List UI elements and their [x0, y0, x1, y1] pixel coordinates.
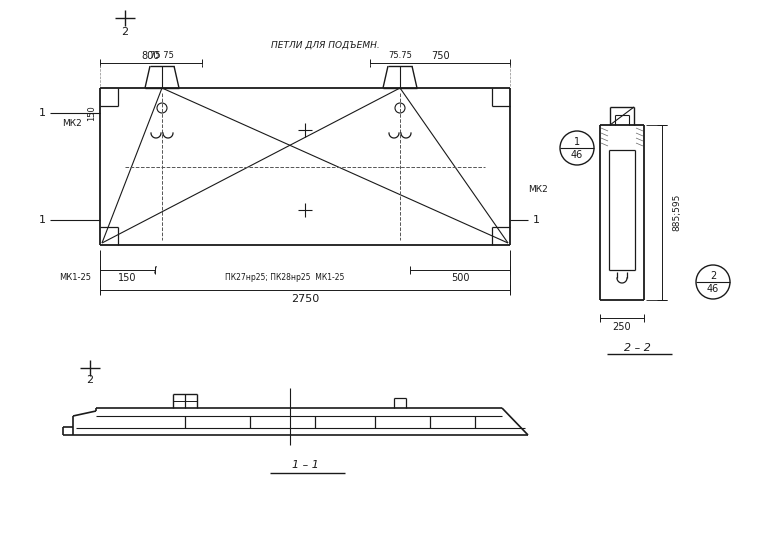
Text: 150: 150 [87, 105, 96, 121]
Text: 750: 750 [430, 51, 449, 61]
Text: 75.75: 75.75 [388, 52, 412, 60]
Text: 1: 1 [574, 137, 580, 147]
Text: 46: 46 [707, 284, 719, 294]
Text: 2750: 2750 [291, 294, 319, 304]
Text: 75 75: 75 75 [150, 52, 174, 60]
Text: МК1-25: МК1-25 [59, 273, 91, 282]
Text: 800: 800 [142, 51, 160, 61]
Text: 1: 1 [39, 215, 46, 225]
Text: 2: 2 [121, 27, 128, 37]
Text: 500: 500 [451, 273, 469, 283]
Text: 2 – 2: 2 – 2 [624, 343, 650, 353]
Text: 2: 2 [710, 271, 716, 281]
Text: 46: 46 [571, 150, 583, 160]
Text: /: / [153, 266, 156, 274]
Text: МК2: МК2 [62, 119, 82, 128]
Text: МК2: МК2 [528, 185, 548, 195]
Text: 150: 150 [118, 273, 137, 283]
Text: 250: 250 [613, 322, 631, 332]
Text: 2: 2 [87, 375, 93, 385]
Text: ПК27нр25; ПК28нр25  МК1-25: ПК27нр25; ПК28нр25 МК1-25 [225, 273, 345, 282]
Text: 1: 1 [39, 108, 46, 118]
Text: ПЕТЛИ ДЛЯ ПОДЪЕМН.: ПЕТЛИ ДЛЯ ПОДЪЕМН. [271, 40, 380, 50]
Text: 885;595: 885;595 [672, 194, 682, 231]
Text: 1: 1 [533, 215, 540, 225]
Text: 1 – 1: 1 – 1 [291, 460, 319, 470]
